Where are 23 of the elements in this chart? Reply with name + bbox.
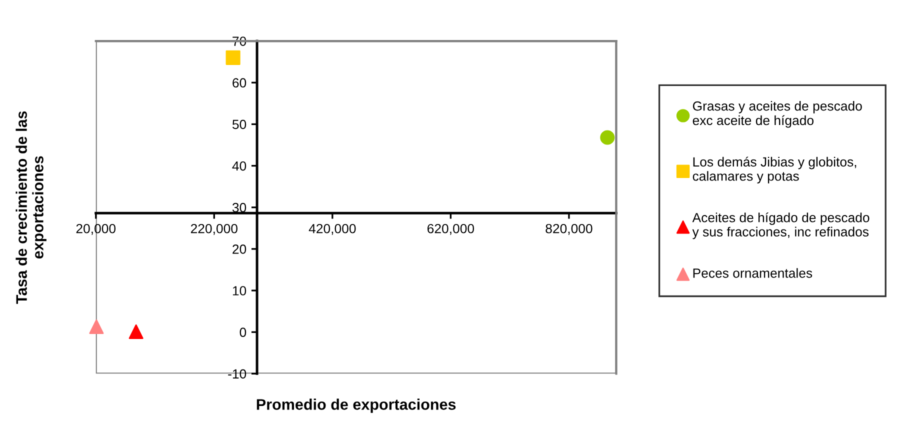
x-axis-title: Promedio de exportaciones bbox=[256, 398, 456, 413]
x-tick-label: 220,000 bbox=[190, 224, 238, 235]
y-tick-label: 60 bbox=[232, 78, 246, 88]
legend-label: Grasas y aceites de pescado exc aceite de hígado bbox=[692, 101, 862, 128]
x-tick-label: 620,000 bbox=[428, 224, 474, 235]
x-tick-label: 420,000 bbox=[308, 224, 356, 235]
y-tick-label: 30 bbox=[232, 202, 246, 212]
x-tick-label: 820,000 bbox=[546, 224, 592, 235]
point bbox=[600, 130, 615, 145]
y-tick-label: 50 bbox=[232, 120, 246, 130]
y-tick-label: 10 bbox=[232, 286, 246, 296]
point bbox=[128, 324, 144, 339]
y-tick-label: 20 bbox=[232, 244, 246, 254]
y-tick-label: -10 bbox=[228, 369, 246, 379]
point bbox=[89, 319, 104, 334]
y-tick-label: 0 bbox=[240, 328, 246, 338]
x-tick-label: 20,000 bbox=[76, 224, 116, 235]
y-tick-label: 40 bbox=[232, 161, 246, 171]
legend-label: Los demás Jibias y globitos, calamares y potas bbox=[692, 156, 856, 184]
legend-label: Aceites de hígado de pescado y sus fracciones, inc refinados bbox=[692, 212, 870, 240]
y-axis-title: Tasa de crecimiento de las exportaciones bbox=[16, 111, 46, 304]
point bbox=[226, 50, 240, 65]
legend-label: Peces ornamentales bbox=[693, 268, 812, 278]
